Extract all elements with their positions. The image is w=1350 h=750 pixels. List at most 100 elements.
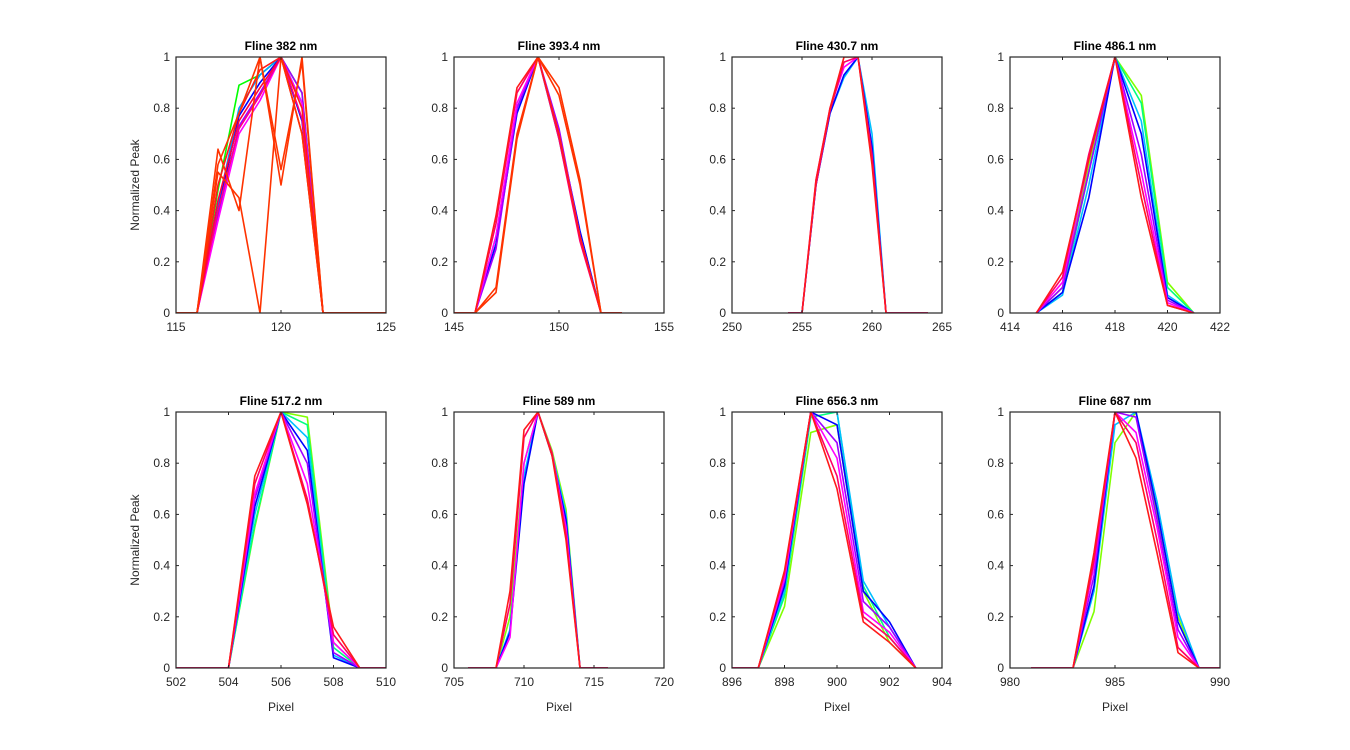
subplot-title: Fline 687 nm	[1079, 394, 1152, 408]
y-tick-label: 0.6	[987, 507, 1004, 521]
series-line-5	[176, 412, 386, 668]
y-tick-label: 0.8	[987, 456, 1004, 470]
x-tick-label: 715	[584, 675, 604, 689]
axes-box	[453, 411, 665, 669]
series-line-5	[1031, 412, 1220, 668]
series-line-1	[176, 412, 386, 668]
series-group	[732, 412, 917, 668]
y-tick-label: 0	[997, 306, 1004, 320]
x-tick-label: 150	[549, 320, 569, 334]
x-tick-label: 506	[271, 675, 291, 689]
subplot-title: Fline 430.7 nm	[796, 39, 879, 53]
series-group	[454, 57, 622, 313]
subplot-title: Fline 656.3 nm	[796, 394, 879, 408]
y-tick-label: 0.6	[709, 152, 726, 166]
x-tick-label: 990	[1210, 675, 1230, 689]
x-axis-label: Pixel	[824, 700, 850, 714]
x-tick-label: 705	[444, 675, 464, 689]
y-tick-label: 0.8	[709, 456, 726, 470]
x-tick-label: 902	[879, 675, 899, 689]
series-line-4	[176, 57, 386, 313]
series-line-7	[732, 412, 917, 668]
x-tick-label: 250	[722, 320, 742, 334]
y-tick-label: 0.6	[153, 507, 170, 521]
x-tick-label: 980	[1000, 675, 1020, 689]
series-line-3	[176, 412, 386, 668]
series-group	[176, 57, 386, 313]
y-tick-label: 1	[719, 405, 726, 419]
y-tick-label: 0.4	[431, 559, 448, 573]
x-tick-label: 896	[722, 675, 742, 689]
x-tick-label: 414	[1000, 320, 1020, 334]
y-tick-label: 0	[719, 306, 726, 320]
y-tick-label: 0.4	[153, 559, 170, 573]
series-group	[176, 412, 386, 668]
x-tick-label: 265	[932, 320, 952, 334]
y-tick-label: 0.4	[153, 204, 170, 218]
y-tick-label: 1	[441, 405, 448, 419]
subplot-title: Fline 517.2 nm	[240, 394, 323, 408]
y-tick-label: 0.4	[987, 204, 1004, 218]
x-tick-label: 145	[444, 320, 464, 334]
y-tick-label: 0.4	[709, 559, 726, 573]
y-tick-label: 1	[163, 405, 170, 419]
plot-area	[732, 412, 942, 668]
y-tick-label: 1	[719, 50, 726, 64]
y-tick-label: 1	[163, 50, 170, 64]
axes-box	[731, 56, 943, 314]
y-tick-label: 0.6	[709, 507, 726, 521]
series-line-7	[176, 412, 386, 668]
plot-area	[1010, 412, 1220, 668]
subplot-title: Fline 382 nm	[245, 39, 318, 53]
y-tick-label: 0.8	[431, 101, 448, 115]
subplot-fline-589: 0 0.2 0.4 0.6 0.8 1 705 710 715 720 Fline 589 nm Pi…	[431, 394, 674, 714]
series-group	[1031, 412, 1220, 668]
y-tick-label: 0.2	[153, 610, 170, 624]
y-tick-label: 0	[719, 661, 726, 675]
x-tick-label: 115	[166, 320, 185, 334]
subplot-title: Fline 393.4 nm	[518, 39, 601, 53]
x-tick-label: 900	[827, 675, 847, 689]
series-line-7	[176, 57, 386, 313]
y-tick-label: 0.2	[431, 610, 448, 624]
series-line-6	[176, 412, 386, 668]
series-line-7	[454, 57, 622, 313]
subplot-fline-517-2: 0 0.2 0.4 0.6 0.8 1 502 504 506 508 510 Fline 517.2…	[128, 394, 396, 714]
series-line-3	[1031, 412, 1220, 668]
y-axis-label: Normalized Peak	[128, 138, 142, 230]
x-axis-label: Pixel	[546, 700, 572, 714]
x-tick-label: 904	[932, 675, 952, 689]
x-tick-label: 155	[654, 320, 674, 334]
subplot-fline-687: 0 0.2 0.4 0.6 0.8 1 980 985 990 Fline 687 nm Pixel	[987, 394, 1230, 714]
subplot-title: Fline 486.1 nm	[1074, 39, 1157, 53]
y-tick-label: 0.8	[153, 456, 170, 470]
y-tick-label: 0.4	[709, 204, 726, 218]
series-line-5	[176, 57, 386, 313]
subplot-fline-656-3: 0 0.2 0.4 0.6 0.8 1 896 898 900 902 904 Fline 656.3…	[709, 394, 952, 714]
y-tick-label: 0.6	[431, 507, 448, 521]
x-tick-label: 420	[1157, 320, 1177, 334]
series-line-5	[454, 57, 622, 313]
x-tick-label: 985	[1105, 675, 1125, 689]
y-tick-label: 0	[163, 661, 170, 675]
x-tick-label: 416	[1052, 320, 1072, 334]
y-tick-label: 0.2	[709, 610, 726, 624]
x-tick-label: 260	[862, 320, 882, 334]
x-tick-label: 125	[376, 320, 396, 334]
series-line-6	[176, 57, 386, 313]
series-group	[1035, 57, 1195, 313]
subplot-fline-486-1: 0 0.2 0.4 0.6 0.8 1 414 416 418 420 422 Fline 486.1…	[987, 39, 1230, 334]
y-tick-label: 0.4	[987, 559, 1004, 573]
y-tick-label: 0.6	[153, 152, 170, 166]
series-line-10	[176, 57, 386, 313]
series-line-2	[1031, 412, 1220, 668]
x-tick-label: 120	[271, 320, 291, 334]
plot-area	[454, 412, 664, 668]
y-tick-label: 0.6	[987, 152, 1004, 166]
y-tick-label: 0.8	[431, 456, 448, 470]
y-tick-label: 0.8	[709, 101, 726, 115]
y-tick-label: 1	[997, 405, 1004, 419]
y-tick-label: 0.2	[431, 255, 448, 269]
x-axis-label: Pixel	[268, 700, 294, 714]
